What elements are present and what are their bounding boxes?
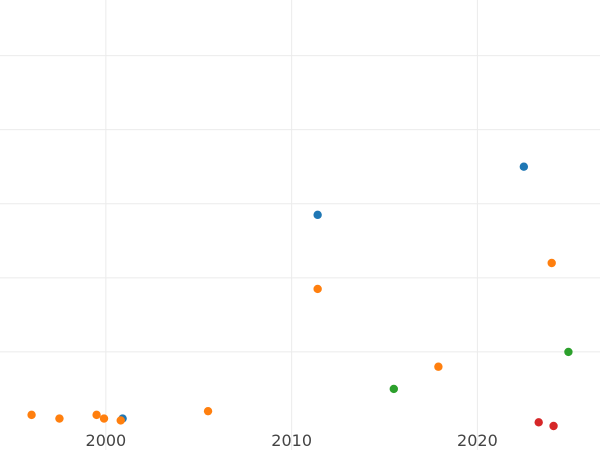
data-points <box>27 162 573 431</box>
data-point <box>549 421 558 431</box>
data-point <box>389 384 399 394</box>
x-tick-label: 2020 <box>457 431 498 450</box>
data-point <box>116 416 125 425</box>
x-tick-label: 2010 <box>271 431 312 450</box>
data-point <box>564 347 573 357</box>
data-point <box>55 414 64 423</box>
data-point <box>313 284 322 294</box>
x-axis-ticks: 2000 2010 2020 <box>86 431 498 450</box>
data-point <box>519 162 529 171</box>
data-point <box>534 418 543 427</box>
data-point <box>434 362 443 371</box>
data-point <box>99 414 109 423</box>
data-point <box>547 258 556 268</box>
x-tick-label: 2000 <box>86 431 127 450</box>
data-point <box>92 410 101 420</box>
data-point <box>313 210 322 220</box>
data-point <box>27 410 36 420</box>
data-point <box>203 406 213 416</box>
